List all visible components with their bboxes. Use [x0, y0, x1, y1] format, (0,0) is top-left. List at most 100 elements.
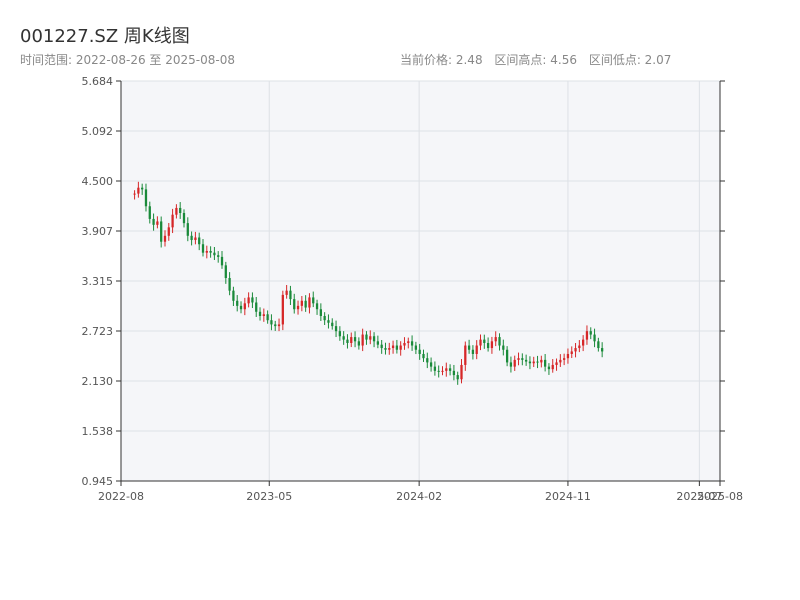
candle-body: [144, 189, 148, 207]
candle-body: [509, 362, 513, 367]
candle-body: [517, 358, 520, 360]
candle-body: [441, 370, 444, 372]
candle-body: [422, 353, 425, 359]
candle-body: [494, 337, 497, 342]
range-low: 区间低点: 2.07: [588, 53, 672, 67]
y-tick-label: 0.945: [82, 475, 114, 488]
candle-body: [133, 193, 136, 195]
candle-body: [141, 187, 144, 190]
candle-body: [270, 320, 273, 325]
candle-body: [593, 334, 596, 342]
candle-body: [205, 250, 208, 253]
candle-body: [471, 349, 475, 354]
candle-body: [589, 331, 592, 335]
y-tick-label: 5.092: [82, 125, 114, 138]
candle-body: [582, 339, 585, 346]
candle-body: [289, 290, 292, 300]
candle-body: [384, 348, 387, 350]
candle-body: [403, 342, 406, 346]
candle-body: [540, 359, 543, 363]
candle-body: [255, 302, 258, 312]
candle-body: [376, 341, 380, 345]
candle-body: [274, 324, 277, 327]
candle-body: [236, 300, 239, 306]
candle-body: [407, 341, 410, 343]
candle-body: [460, 364, 463, 380]
current-price: 当前价格: 2.48: [400, 53, 483, 67]
candle-body: [220, 256, 224, 266]
candle-body: [391, 345, 395, 349]
candle-body: [464, 345, 467, 365]
candle-body: [201, 244, 205, 253]
candle-body: [243, 303, 246, 310]
x-tick-label: 2025-07: [676, 490, 722, 503]
candle-body: [532, 361, 535, 364]
candle-body: [194, 237, 197, 241]
candle-body: [213, 252, 216, 256]
candle-body: [521, 358, 524, 360]
candle-body: [547, 366, 551, 370]
y-tick-label: 4.500: [82, 175, 114, 188]
candle-body: [327, 320, 330, 323]
candle-body: [467, 345, 471, 350]
y-tick-label: 5.684: [82, 75, 114, 88]
candle-body: [475, 345, 478, 354]
y-tick-label: 3.907: [82, 225, 114, 238]
candle-body: [361, 334, 364, 346]
candle-body: [555, 362, 558, 365]
x-tick-label: 2023-05: [246, 490, 292, 503]
candle-body: [559, 359, 562, 363]
candle-body: [148, 206, 151, 219]
candle-body: [209, 250, 212, 253]
candle-body: [353, 337, 357, 342]
candle-body: [574, 348, 577, 352]
candle-body: [186, 223, 189, 236]
candle-body: [293, 299, 296, 310]
candle-body: [505, 349, 509, 363]
candle-body: [399, 345, 402, 350]
candle-body: [323, 315, 326, 321]
candle-body: [156, 221, 159, 225]
candle-body: [137, 187, 140, 194]
candle-body: [448, 368, 452, 371]
candle-body: [296, 305, 300, 310]
candle-body: [578, 345, 581, 349]
candle-body: [585, 331, 589, 340]
candle-body: [563, 358, 566, 360]
candle-body: [331, 322, 334, 327]
candle-body: [601, 348, 604, 352]
candle-body: [247, 297, 250, 304]
candle-body: [182, 213, 186, 224]
x-tick-label: 2022-08: [98, 490, 144, 503]
candle-body: [597, 341, 600, 349]
candle-body: [308, 297, 311, 308]
candle-body: [251, 297, 254, 303]
candle-body: [456, 375, 459, 380]
candle-body: [502, 345, 505, 350]
candle-body: [190, 235, 193, 241]
y-tick-label: 3.315: [82, 275, 114, 288]
candle-body: [536, 361, 539, 363]
y-tick-label: 2.723: [82, 325, 114, 338]
candle-body: [426, 358, 429, 363]
candle-body: [312, 297, 315, 304]
candle-body: [437, 370, 440, 372]
candle-body: [483, 339, 486, 343]
candle-body: [433, 366, 437, 371]
candle-body: [167, 227, 170, 236]
chart-title: 001227.SZ 周K线图: [20, 26, 190, 47]
candle-body: [179, 207, 182, 214]
candle-body: [479, 339, 482, 346]
candle-body: [266, 314, 269, 321]
candle-body: [369, 336, 372, 340]
candle-body: [175, 207, 178, 215]
candle-body: [445, 368, 448, 371]
candle-body: [418, 349, 421, 354]
candle-body: [300, 300, 303, 306]
candle-body: [239, 305, 243, 310]
candle-body: [163, 235, 167, 242]
candle-body: [372, 336, 376, 342]
candle-body: [486, 342, 490, 349]
price-stats: 当前价格: 2.48 区间高点: 4.56 区间低点: 2.07: [400, 51, 679, 68]
x-tick-label: 2024-11: [545, 490, 591, 503]
